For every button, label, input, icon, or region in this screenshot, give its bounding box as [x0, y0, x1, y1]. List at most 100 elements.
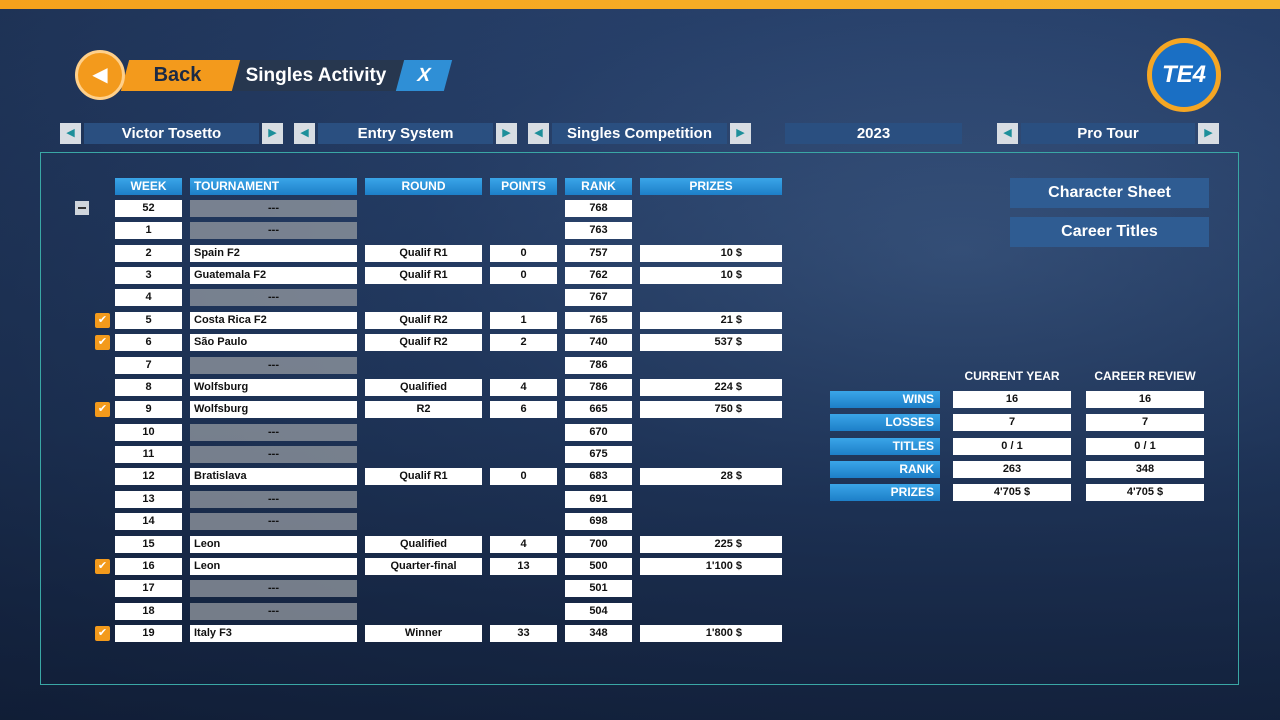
table-cell: Guatemala F2 — [190, 267, 357, 285]
table-cell: Qualif R1 — [365, 244, 482, 262]
selector[interactable]: Entry System — [318, 123, 493, 144]
table-cell: 2 — [490, 334, 557, 352]
table-cell: 0 — [490, 267, 557, 285]
table-cell: --- — [190, 513, 357, 531]
table-cell: 670 — [565, 423, 632, 441]
table-cell: Qualified — [365, 378, 482, 396]
table-cell: 9 — [115, 401, 182, 419]
selector[interactable]: Singles Competition — [552, 123, 727, 144]
checkmark: ✔ — [95, 312, 110, 328]
stats-label: RANK — [830, 460, 940, 478]
table-cell: 675 — [565, 446, 632, 464]
back-icon[interactable]: ◀ — [75, 50, 125, 100]
table-cell: 52 — [115, 200, 182, 217]
stats-value: 4'705 $ — [1086, 484, 1204, 502]
table-cell: 1 — [490, 311, 557, 329]
selector[interactable]: Victor Tosetto — [84, 123, 259, 144]
table-cell: Leon — [190, 557, 357, 575]
table-cell: 5 — [115, 311, 182, 329]
table-cell: 786 — [565, 378, 632, 396]
prev-arrow[interactable]: ◀ — [528, 123, 549, 144]
table-cell: 10 $ — [640, 244, 782, 262]
table-cell: Spain F2 — [190, 244, 357, 262]
menu-button[interactable]: Character Sheet — [1010, 178, 1209, 208]
close-button[interactable]: X — [395, 60, 453, 91]
table-cell: 7 — [115, 356, 182, 374]
table-cell: 28 $ — [640, 468, 782, 486]
next-arrow[interactable]: ▶ — [730, 123, 751, 144]
table-cell: Qualif R1 — [365, 267, 482, 285]
table-cell: 4 — [115, 289, 182, 307]
table-cell: 757 — [565, 244, 632, 262]
table-cell: Quarter-final — [365, 557, 482, 575]
table-cell: 6 — [115, 334, 182, 352]
stats-value: 348 — [1086, 460, 1204, 478]
checkmark: ✔ — [95, 558, 110, 574]
table-cell: 8 — [115, 378, 182, 396]
selector[interactable]: Pro Tour — [1021, 123, 1195, 144]
stats-value: 0 / 1 — [1086, 437, 1204, 455]
table-cell: Bratislava — [190, 468, 357, 486]
table-cell: 665 — [565, 401, 632, 419]
table-cell: 500 — [565, 557, 632, 575]
table-cell: 19 — [115, 625, 182, 643]
table-cell: --- — [190, 446, 357, 464]
top-bar — [0, 0, 1280, 9]
table-cell: Winner — [365, 625, 482, 643]
column-header: POINTS — [490, 178, 557, 195]
table-cell: 750 $ — [640, 401, 782, 419]
stats-value: 263 — [953, 460, 1071, 478]
stats-value: 7 — [1086, 414, 1204, 432]
table-cell: 763 — [565, 222, 632, 240]
prev-arrow[interactable]: ◀ — [294, 123, 315, 144]
table-cell: --- — [190, 200, 357, 217]
table-cell: 537 $ — [640, 334, 782, 352]
table-cell: 10 $ — [640, 267, 782, 285]
table-cell: Qualif R2 — [365, 311, 482, 329]
checkmark: ✔ — [95, 402, 110, 418]
selector[interactable]: 2023 — [785, 123, 962, 144]
stats-value: 0 / 1 — [953, 437, 1071, 455]
table-cell: Italy F3 — [190, 625, 357, 643]
table-cell: 740 — [565, 334, 632, 352]
table-cell: 16 — [115, 557, 182, 575]
table-cell: 786 — [565, 356, 632, 374]
menu-button[interactable]: Career Titles — [1010, 217, 1209, 247]
next-arrow[interactable]: ▶ — [496, 123, 517, 144]
table-cell: 683 — [565, 468, 632, 486]
stats-label: LOSSES — [830, 414, 940, 432]
table-cell: 10 — [115, 423, 182, 441]
table-cell: Wolfsburg — [190, 401, 357, 419]
table-cell: R2 — [365, 401, 482, 419]
table-cell: 14 — [115, 513, 182, 531]
prev-arrow[interactable]: ◀ — [997, 123, 1018, 144]
next-arrow[interactable]: ▶ — [262, 123, 283, 144]
table-cell: 13 — [490, 557, 557, 575]
table-cell: 762 — [565, 267, 632, 285]
checkmark: ✔ — [95, 626, 110, 642]
table-cell: --- — [190, 602, 357, 620]
prev-arrow[interactable]: ◀ — [60, 123, 81, 144]
table-cell: 17 — [115, 580, 182, 598]
column-header: WEEK — [115, 178, 182, 195]
table-cell: 3 — [115, 267, 182, 285]
logo: TE4 — [1147, 38, 1221, 112]
table-cell: 11 — [115, 446, 182, 464]
next-arrow[interactable]: ▶ — [1198, 123, 1219, 144]
table-cell: 765 — [565, 311, 632, 329]
back-button[interactable]: Back — [153, 64, 202, 86]
checkmark: ✔ — [95, 335, 110, 351]
table-cell: 6 — [490, 401, 557, 419]
table-cell: Costa Rica F2 — [190, 311, 357, 329]
table-cell: São Paulo — [190, 334, 357, 352]
stats-label: TITLES — [830, 437, 940, 455]
table-cell: 21 $ — [640, 311, 782, 329]
collapse-icon[interactable] — [75, 201, 89, 215]
panel-frame — [40, 152, 1239, 685]
table-cell: Qualif R1 — [365, 468, 482, 486]
table-cell: --- — [190, 289, 357, 307]
table-cell: 4 — [490, 535, 557, 553]
table-cell: --- — [190, 423, 357, 441]
table-cell: 33 — [490, 625, 557, 643]
